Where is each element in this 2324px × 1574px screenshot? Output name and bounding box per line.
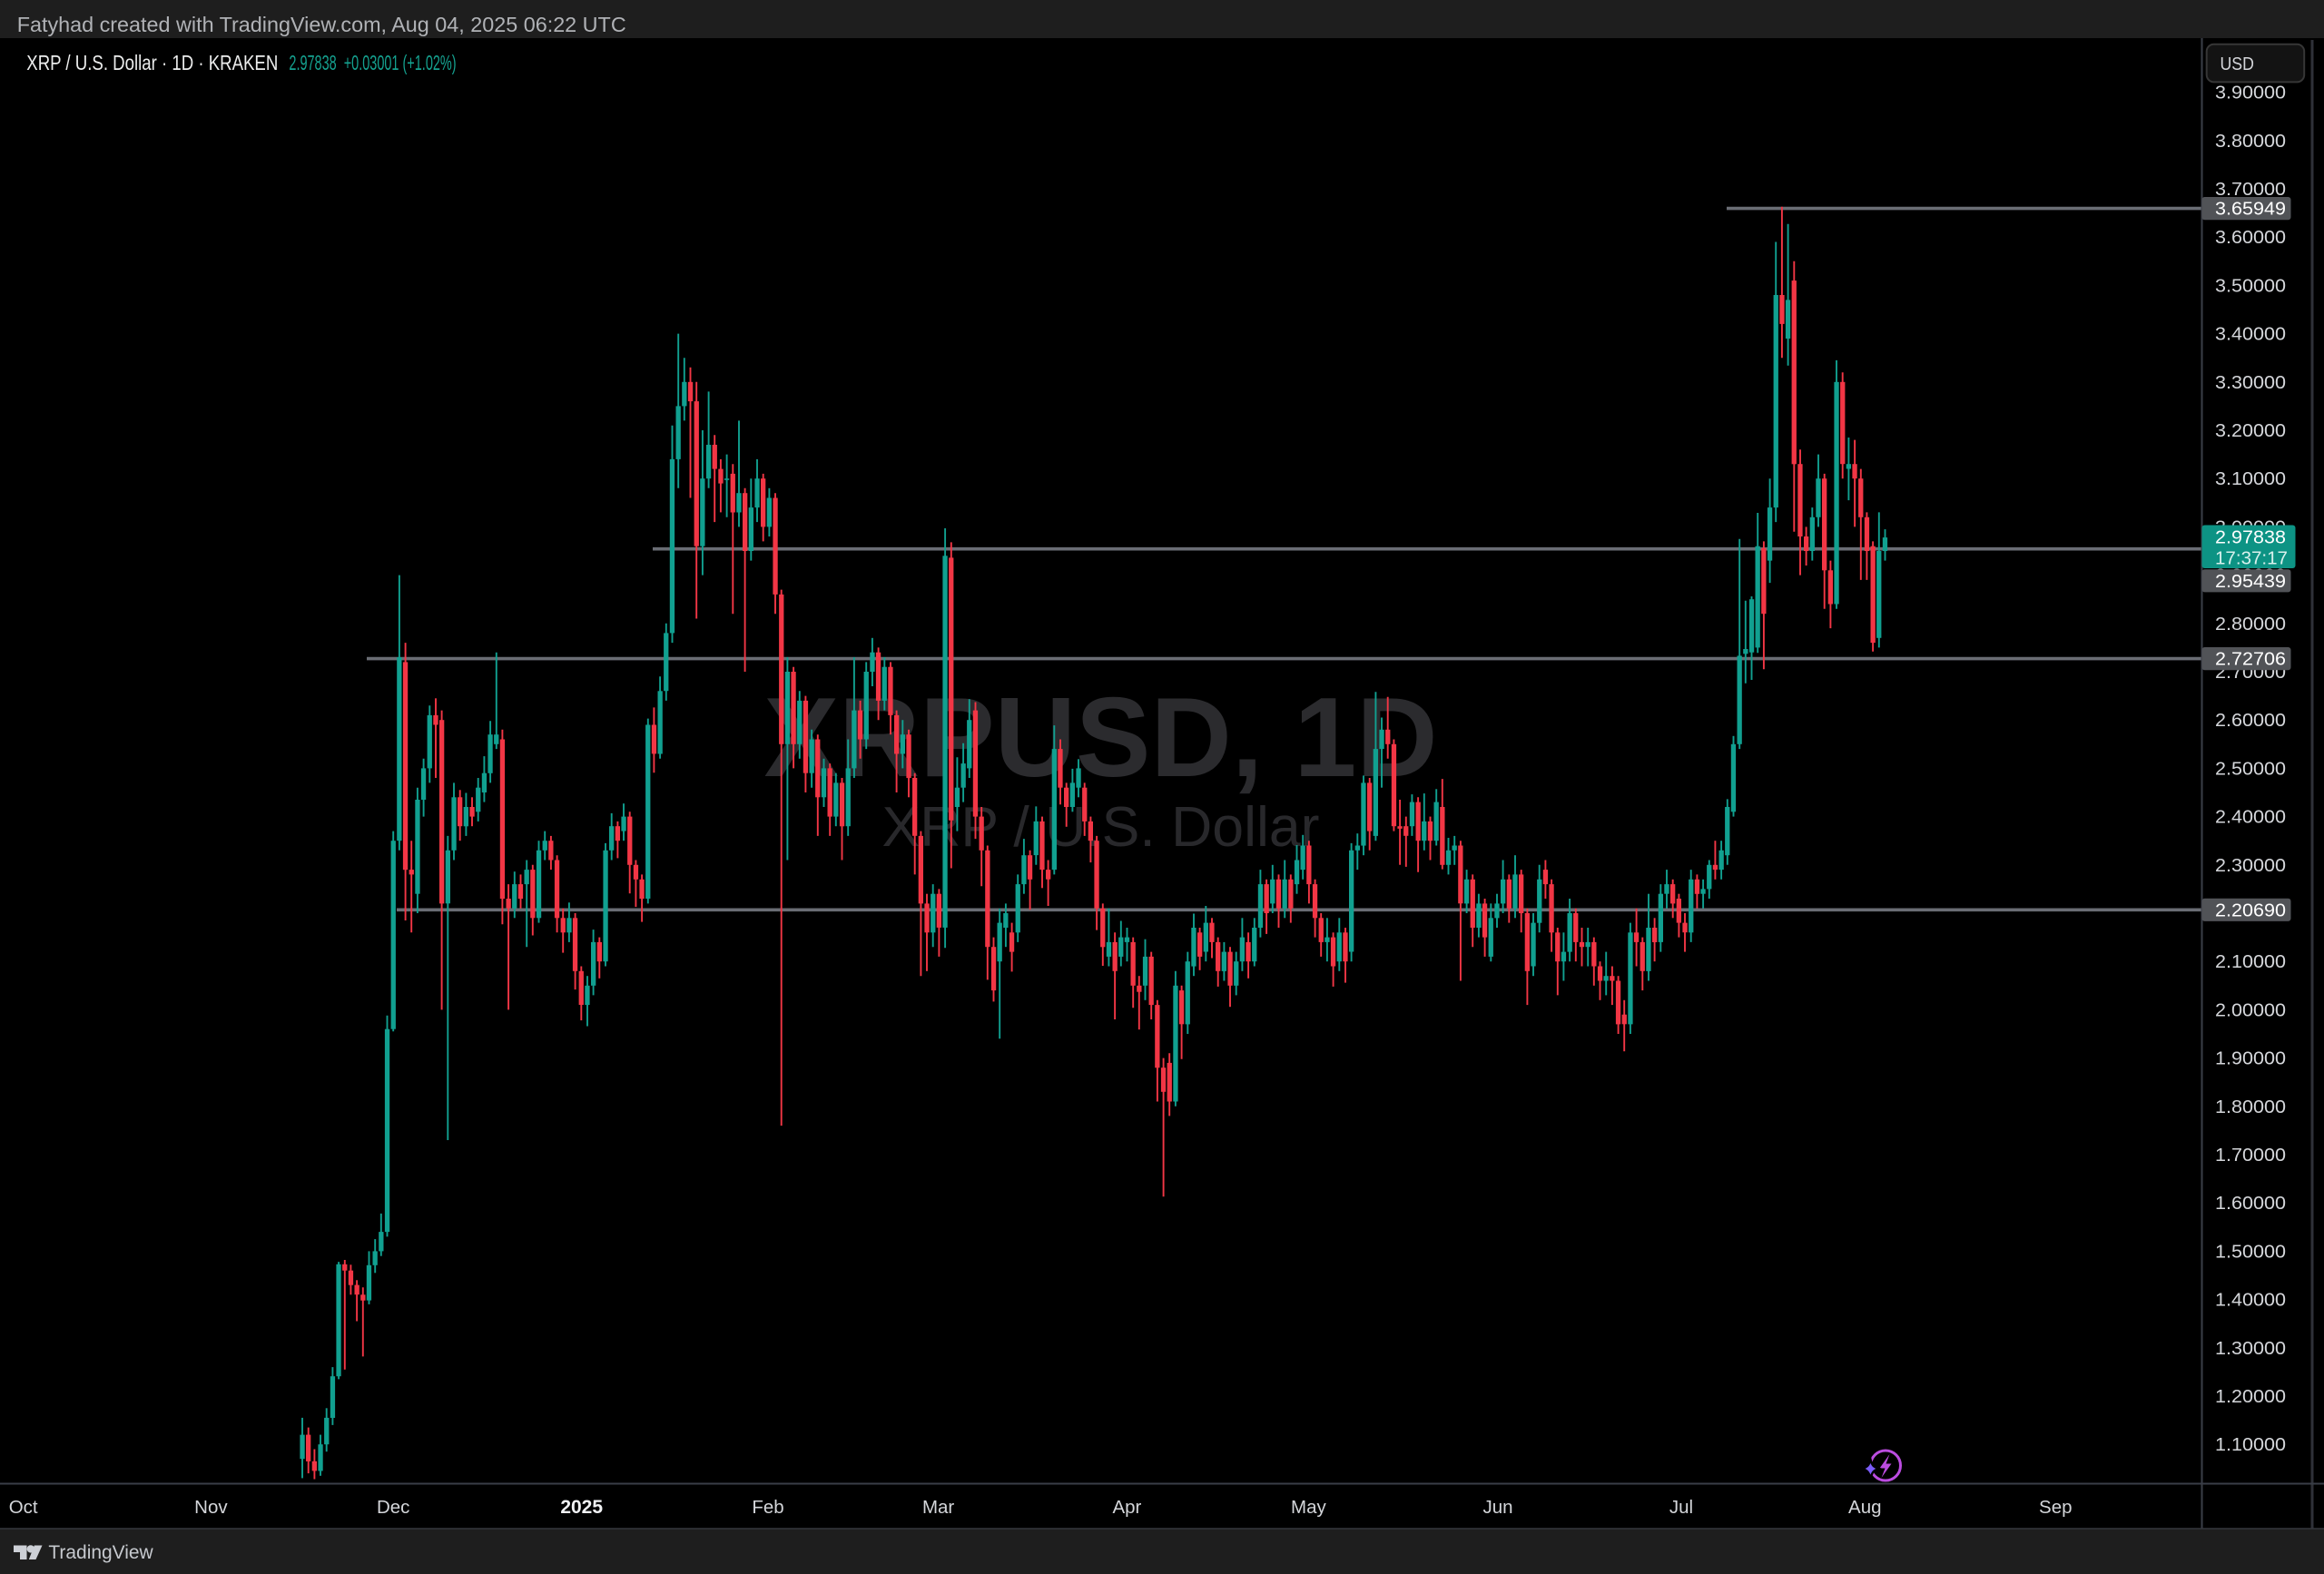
svg-text:1.10000: 1.10000: [2215, 1434, 2286, 1455]
svg-text:1.30000: 1.30000: [2215, 1338, 2286, 1359]
svg-text:1.90000: 1.90000: [2215, 1048, 2286, 1069]
svg-text:2.20690: 2.20690: [2215, 900, 2286, 920]
svg-text:TradingView: TradingView: [48, 1542, 153, 1563]
svg-text:2.10000: 2.10000: [2215, 951, 2286, 972]
svg-text:2.72706: 2.72706: [2215, 649, 2286, 670]
svg-text:1.20000: 1.20000: [2215, 1386, 2286, 1407]
svg-text:2.40000: 2.40000: [2215, 807, 2286, 828]
svg-text:3.65949: 3.65949: [2215, 199, 2286, 220]
svg-text:Nov: Nov: [194, 1497, 228, 1518]
svg-text:USD: USD: [2221, 54, 2254, 74]
svg-text:3.50000: 3.50000: [2215, 275, 2286, 296]
svg-text:3.40000: 3.40000: [2215, 324, 2286, 345]
svg-text:Dec: Dec: [377, 1497, 409, 1518]
svg-text:2.97838 +0.03001 (+1.02%): 2.97838 +0.03001 (+1.02%): [289, 51, 456, 74]
svg-text:Aug: Aug: [1848, 1497, 1881, 1518]
svg-text:3.10000: 3.10000: [2215, 468, 2286, 489]
svg-text:3.20000: 3.20000: [2215, 420, 2286, 441]
svg-text:Jul: Jul: [1669, 1497, 1693, 1518]
svg-text:Mar: Mar: [922, 1497, 954, 1518]
svg-text:1.70000: 1.70000: [2215, 1145, 2286, 1166]
svg-text:Feb: Feb: [752, 1497, 783, 1518]
svg-text:3.70000: 3.70000: [2215, 179, 2286, 200]
svg-text:XRP / U.S. Dollar · 1D · KRAKE: XRP / U.S. Dollar · 1D · KRAKEN: [26, 51, 278, 74]
svg-text:3.30000: 3.30000: [2215, 372, 2286, 393]
svg-text:Sep: Sep: [2039, 1497, 2072, 1518]
svg-text:XRP / U.S. Dollar: XRP / U.S. Dollar: [882, 796, 1320, 859]
svg-text:2025: 2025: [560, 1497, 603, 1518]
svg-text:Oct: Oct: [9, 1497, 38, 1518]
svg-text:2.30000: 2.30000: [2215, 855, 2286, 876]
svg-text:1.60000: 1.60000: [2215, 1193, 2286, 1214]
svg-text:17:37:17: 17:37:17: [2215, 548, 2288, 569]
svg-text:2.50000: 2.50000: [2215, 758, 2286, 779]
svg-text:3.60000: 3.60000: [2215, 227, 2286, 248]
svg-text:2.95439: 2.95439: [2215, 571, 2286, 592]
svg-text:3.90000: 3.90000: [2215, 83, 2286, 103]
svg-text:1.50000: 1.50000: [2215, 1241, 2286, 1262]
svg-text:Fatyhad created with TradingVi: Fatyhad created with TradingView.com, Au…: [17, 13, 626, 36]
svg-text:2.97838: 2.97838: [2215, 527, 2286, 548]
svg-text:Jun: Jun: [1482, 1497, 1512, 1518]
svg-text:2.80000: 2.80000: [2215, 614, 2286, 635]
svg-text:2.00000: 2.00000: [2215, 999, 2286, 1020]
svg-text:3.80000: 3.80000: [2215, 131, 2286, 152]
svg-text:Apr: Apr: [1112, 1497, 1141, 1518]
svg-text:1.40000: 1.40000: [2215, 1290, 2286, 1311]
svg-text:1.80000: 1.80000: [2215, 1097, 2286, 1117]
svg-text:May: May: [1291, 1497, 1326, 1518]
svg-text:2.60000: 2.60000: [2215, 710, 2286, 731]
